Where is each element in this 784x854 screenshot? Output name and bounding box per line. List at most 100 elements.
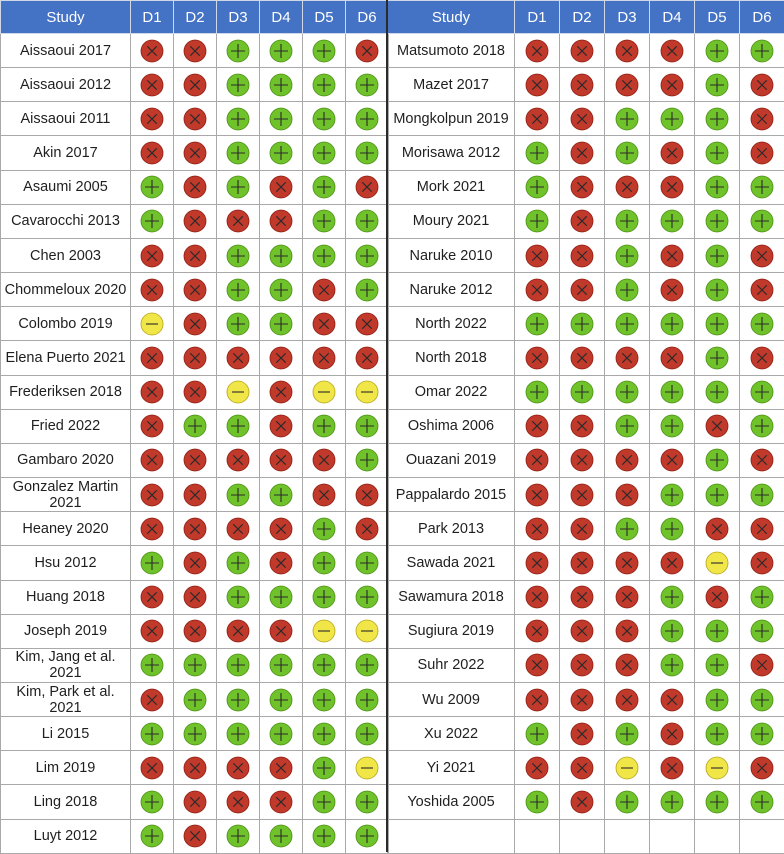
- high-risk-cross-icon: [570, 346, 594, 370]
- table-row: Gambaro 2020: [1, 443, 389, 477]
- low-risk-plus-icon: [226, 585, 250, 609]
- study-name: Moury 2021: [388, 204, 515, 238]
- low-risk-plus-icon: [226, 39, 250, 63]
- risk-cell-d2: [174, 443, 217, 477]
- risk-cell-d2: [560, 375, 605, 409]
- risk-cell-d3: [605, 375, 650, 409]
- table-row: Mork 2021: [388, 170, 784, 204]
- risk-cell-d3: [605, 785, 650, 819]
- risk-cell-d2: [560, 819, 605, 853]
- risk-cell-d1: [515, 409, 560, 443]
- high-risk-cross-icon: [525, 517, 549, 541]
- high-risk-cross-icon: [660, 688, 684, 712]
- high-risk-cross-icon: [183, 790, 207, 814]
- table-row: Ouazani 2019: [388, 443, 784, 477]
- risk-cell-d2: [560, 580, 605, 614]
- high-risk-cross-icon: [525, 278, 549, 302]
- risk-cell-d4: [650, 170, 695, 204]
- low-risk-plus-icon: [660, 585, 684, 609]
- risk-cell-d6: [346, 648, 389, 682]
- risk-cell-d2: [560, 478, 605, 512]
- low-risk-plus-icon: [355, 824, 379, 848]
- high-risk-cross-icon: [750, 517, 774, 541]
- high-risk-cross-icon: [525, 688, 549, 712]
- risk-cell-d1: [515, 546, 560, 580]
- risk-cell-d2: [560, 307, 605, 341]
- low-risk-plus-icon: [226, 278, 250, 302]
- risk-cell-d6: [740, 204, 784, 238]
- risk-cell-d6: [740, 307, 784, 341]
- unclear-risk-dash-icon: [705, 756, 729, 780]
- low-risk-plus-icon: [312, 790, 336, 814]
- risk-cell-d6: [346, 443, 389, 477]
- risk-cell-d1: [515, 102, 560, 136]
- low-risk-plus-icon: [312, 244, 336, 268]
- risk-cell-d4: [260, 136, 303, 170]
- risk-cell-d1: [131, 34, 174, 68]
- risk-cell-d5: [695, 136, 740, 170]
- risk-cell-d5: [695, 512, 740, 546]
- low-risk-plus-icon: [269, 312, 293, 336]
- high-risk-cross-icon: [615, 688, 639, 712]
- risk-cell-d4: [260, 375, 303, 409]
- risk-cell-d1: [515, 273, 560, 307]
- unclear-risk-dash-icon: [705, 551, 729, 575]
- high-risk-cross-icon: [660, 551, 684, 575]
- low-risk-plus-icon: [269, 244, 293, 268]
- high-risk-cross-icon: [615, 448, 639, 472]
- high-risk-cross-icon: [183, 619, 207, 643]
- table-row: Elena Puerto 2021: [1, 341, 389, 375]
- low-risk-plus-icon: [312, 209, 336, 233]
- risk-cell-d5: [695, 614, 740, 648]
- high-risk-cross-icon: [226, 448, 250, 472]
- low-risk-plus-icon: [183, 653, 207, 677]
- high-risk-cross-icon: [140, 73, 164, 97]
- low-risk-plus-icon: [140, 824, 164, 848]
- risk-cell-d6: [346, 512, 389, 546]
- risk-cell-d5: [695, 819, 740, 853]
- study-name: Gonzalez Martin 2021: [1, 478, 131, 512]
- low-risk-plus-icon: [615, 278, 639, 302]
- risk-cell-d5: [303, 512, 346, 546]
- risk-cell-d3: [605, 238, 650, 272]
- risk-cell-d2: [174, 546, 217, 580]
- high-risk-cross-icon: [269, 346, 293, 370]
- risk-cell-d6: [346, 580, 389, 614]
- risk-cell-d3: [217, 273, 260, 307]
- risk-cell-d5: [695, 204, 740, 238]
- table-row: North 2022: [388, 307, 784, 341]
- risk-cell-d3: [217, 409, 260, 443]
- risk-cell-d6: [740, 648, 784, 682]
- high-risk-cross-icon: [183, 448, 207, 472]
- risk-cell-d1: [515, 682, 560, 716]
- risk-cell-d2: [560, 682, 605, 716]
- risk-cell-d6: [740, 102, 784, 136]
- high-risk-cross-icon: [660, 278, 684, 302]
- study-name: Morisawa 2012: [388, 136, 515, 170]
- risk-cell-d2: [174, 580, 217, 614]
- high-risk-cross-icon: [525, 756, 549, 780]
- risk-cell-d1: [515, 307, 560, 341]
- risk-cell-d5: [695, 648, 740, 682]
- high-risk-cross-icon: [570, 448, 594, 472]
- risk-cell-d3: [605, 546, 650, 580]
- high-risk-cross-icon: [525, 585, 549, 609]
- header-d1: D1: [131, 1, 174, 34]
- risk-cell-d3: [605, 819, 650, 853]
- high-risk-cross-icon: [615, 619, 639, 643]
- study-name: Naruke 2012: [388, 273, 515, 307]
- risk-cell-d2: [174, 170, 217, 204]
- risk-cell-d1: [515, 614, 560, 648]
- high-risk-cross-icon: [570, 483, 594, 507]
- high-risk-cross-icon: [269, 551, 293, 575]
- risk-cell-d2: [174, 717, 217, 751]
- study-name: Chen 2003: [1, 238, 131, 272]
- table-row: Aissaoui 2011: [1, 102, 389, 136]
- risk-cell-d2: [560, 204, 605, 238]
- high-risk-cross-icon: [660, 756, 684, 780]
- table-row: Lim 2019: [1, 751, 389, 785]
- high-risk-cross-icon: [183, 551, 207, 575]
- risk-cell-d4: [260, 409, 303, 443]
- risk-cell-d3: [217, 682, 260, 716]
